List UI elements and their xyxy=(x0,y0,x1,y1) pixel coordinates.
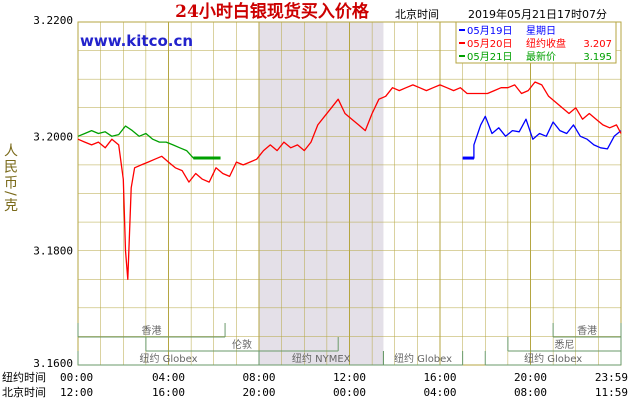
legend-value: 3.207 xyxy=(583,39,612,50)
series-line-2 xyxy=(77,81,622,280)
x-tick-label: 12:00 xyxy=(333,371,366,384)
x-tick-label: 11:59 xyxy=(595,386,628,399)
session-label: 纽约 NYMEX xyxy=(292,352,351,365)
x-tick-label: 20:00 xyxy=(514,371,547,384)
y-tick-label: 3.2000 xyxy=(33,130,73,143)
x-tick-label: 23:59 xyxy=(595,371,628,384)
chart-title: 24小时白银现货买入价格 xyxy=(175,1,370,22)
x-tick-label: 16:00 xyxy=(423,371,456,384)
series-line-1 xyxy=(462,115,622,159)
watermark: www.kitco.cn xyxy=(80,32,193,50)
series-line-3 xyxy=(77,125,207,159)
legend-date: 05月20日 xyxy=(467,38,512,50)
session-label: 纽约 Globex xyxy=(139,352,197,365)
x-tick-label: 00:00 xyxy=(333,386,366,399)
legend-date: 05月21日 xyxy=(467,51,512,63)
session-label: 纽约 Globex xyxy=(524,352,582,365)
timezone-label: 北京时间 xyxy=(395,7,439,21)
timestamp: 2019年05月21日17时07分 xyxy=(468,7,607,21)
legend-label: 纽约收盘 xyxy=(526,37,566,50)
legend-label: 最新价 xyxy=(526,50,556,63)
chart-grid xyxy=(77,21,622,366)
y-axis-ticks: 3.1600 3.1800 3.2000 3.2200 xyxy=(33,14,73,370)
x-tick-label: 04:00 xyxy=(152,371,185,384)
session-label: 纽约 Globex xyxy=(394,352,452,365)
y-axis-label-text: 人民币/克 xyxy=(2,143,18,214)
y-tick-label: 3.1600 xyxy=(33,357,73,370)
x-tick-label: 20:00 xyxy=(242,386,275,399)
x-row-label: 纽约时间 xyxy=(2,370,46,384)
y-axis-label: 人民币/克 xyxy=(2,143,18,214)
x-tick-label: 16:00 xyxy=(152,386,185,399)
session-label: 悉尼 xyxy=(554,339,574,351)
x-tick-label: 12:00 xyxy=(60,386,93,399)
session-label: 香港 xyxy=(142,325,162,337)
legend: 05月19日 星期日 05月20日 纽约收盘 3.207 05月21日 最新价 3.195 xyxy=(455,21,617,64)
legend-date: 05月19日 xyxy=(467,25,512,37)
session-label: 香港 xyxy=(577,325,597,337)
x-tick-label: 00:00 xyxy=(60,371,93,384)
legend-box xyxy=(455,21,617,64)
x-tick-label: 04:00 xyxy=(423,386,456,399)
legend-value: 3.195 xyxy=(583,52,612,63)
x-row-label: 北京时间 xyxy=(2,385,46,399)
x-tick-label: 08:00 xyxy=(514,386,547,399)
y-tick-label: 3.1800 xyxy=(33,245,73,258)
x-axis-ticks: 纽约时间 00:00 04:00 08:00 12:00 16:00 20:00 23:59 北… xyxy=(2,370,628,399)
y-tick-label: 3.2200 xyxy=(33,14,73,27)
x-tick-label: 08:00 xyxy=(242,371,275,384)
price-series xyxy=(77,81,622,280)
legend-label: 星期日 xyxy=(526,25,556,37)
session-label: 伦敦 xyxy=(232,338,252,351)
